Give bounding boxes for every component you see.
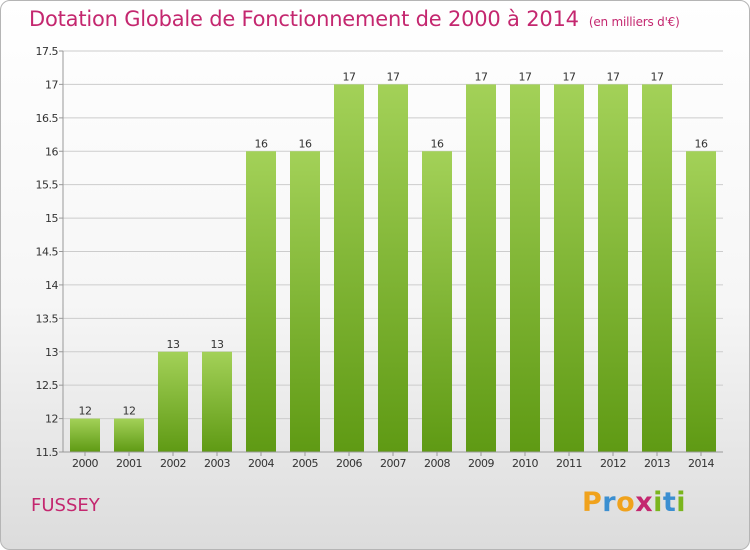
x-tick-label-2003: 2003 — [204, 457, 230, 470]
y-tick-label: 15.5 — [36, 179, 59, 192]
bar-2013 — [642, 84, 672, 453]
y-tick-label: 12.5 — [36, 379, 59, 392]
bars: 12 12 13 13 16 16 17 17 16 17 17 17 17 17 16 — [70, 70, 716, 453]
bar-2012 — [598, 84, 628, 453]
bar-2010 — [510, 84, 540, 453]
y-tick-label: 16 — [45, 145, 58, 158]
data-label-2011: 17 — [563, 70, 576, 83]
chart-title: Dotation Globale de Fonctionnement de 20… — [29, 7, 680, 31]
bar-2002 — [158, 351, 188, 452]
data-label-2004: 16 — [255, 137, 268, 150]
title-text: Dotation Globale de Fonctionnement de 20… — [29, 7, 579, 31]
data-label-2010: 17 — [519, 70, 532, 83]
bar-2011 — [554, 84, 584, 453]
bar-2009 — [466, 84, 496, 453]
x-tick-label-2010: 2010 — [512, 457, 538, 470]
data-label-2008: 16 — [431, 137, 444, 150]
bar-2004 — [246, 151, 276, 452]
data-label-2003: 13 — [211, 338, 224, 351]
logo-letter: r — [602, 487, 617, 518]
bar-2014 — [686, 151, 716, 452]
x-tick-label-2006: 2006 — [336, 457, 362, 470]
y-tick-label: 12 — [45, 413, 58, 426]
data-label-2001: 12 — [123, 405, 136, 418]
data-label-2000: 12 — [79, 405, 92, 418]
x-tick-label-2005: 2005 — [292, 457, 318, 470]
y-tick-label: 16.5 — [36, 112, 59, 125]
bar-2005 — [290, 151, 320, 452]
bar-2001 — [114, 418, 144, 452]
commune-name: FUSSEY — [31, 495, 100, 516]
data-label-2012: 17 — [607, 70, 620, 83]
axes: 11.5 12 12.5 13 13.5 14 14.5 15 15.5 16 16.5 17 17.5… — [36, 45, 723, 470]
data-label-2007: 17 — [387, 70, 400, 83]
proxiti-logo: Proxiti — [582, 487, 686, 518]
y-tick-label: 14 — [45, 279, 58, 292]
logo-letter: t — [662, 487, 677, 518]
x-tick-label-2007: 2007 — [380, 457, 406, 470]
data-label-2002: 13 — [167, 338, 180, 351]
y-tick-label: 14.5 — [36, 246, 59, 259]
data-label-2009: 17 — [475, 70, 488, 83]
x-tick-label-2004: 2004 — [248, 457, 274, 470]
chart-subtitle: (en milliers d'€) — [588, 15, 680, 29]
bar-2008 — [422, 151, 452, 452]
logo-letter: P — [582, 487, 603, 518]
data-label-2013: 17 — [651, 70, 664, 83]
data-label-2014: 16 — [695, 137, 708, 150]
y-tick-label: 13 — [45, 346, 58, 359]
x-tick-label-2000: 2000 — [72, 457, 98, 470]
x-tick-label-2002: 2002 — [160, 457, 186, 470]
x-tick-label-2009: 2009 — [468, 457, 494, 470]
y-tick-label: 13.5 — [36, 312, 59, 325]
logo-letter: i — [676, 487, 687, 518]
y-tick-label: 17 — [45, 78, 58, 91]
x-tick-label-2001: 2001 — [116, 457, 142, 470]
bar-2007 — [378, 84, 408, 453]
bar-2006 — [334, 84, 364, 453]
x-tick-label-2013: 2013 — [644, 457, 670, 470]
logo-letter: o — [616, 487, 636, 518]
x-tick-label-2012: 2012 — [600, 457, 626, 470]
bar-2003 — [202, 351, 232, 452]
data-label-2005: 16 — [299, 137, 312, 150]
x-tick-label-2008: 2008 — [424, 457, 450, 470]
logo-letter: x — [635, 487, 654, 518]
y-tick-label: 17.5 — [36, 45, 59, 58]
x-tick-label-2011: 2011 — [556, 457, 582, 470]
y-tick-label: 11.5 — [36, 446, 59, 459]
data-label-2006: 17 — [343, 70, 356, 83]
logo-letter: i — [653, 487, 663, 518]
y-tick-label: 15 — [45, 212, 58, 225]
bar-2000 — [70, 418, 100, 452]
x-tick-label-2014: 2014 — [688, 457, 714, 470]
